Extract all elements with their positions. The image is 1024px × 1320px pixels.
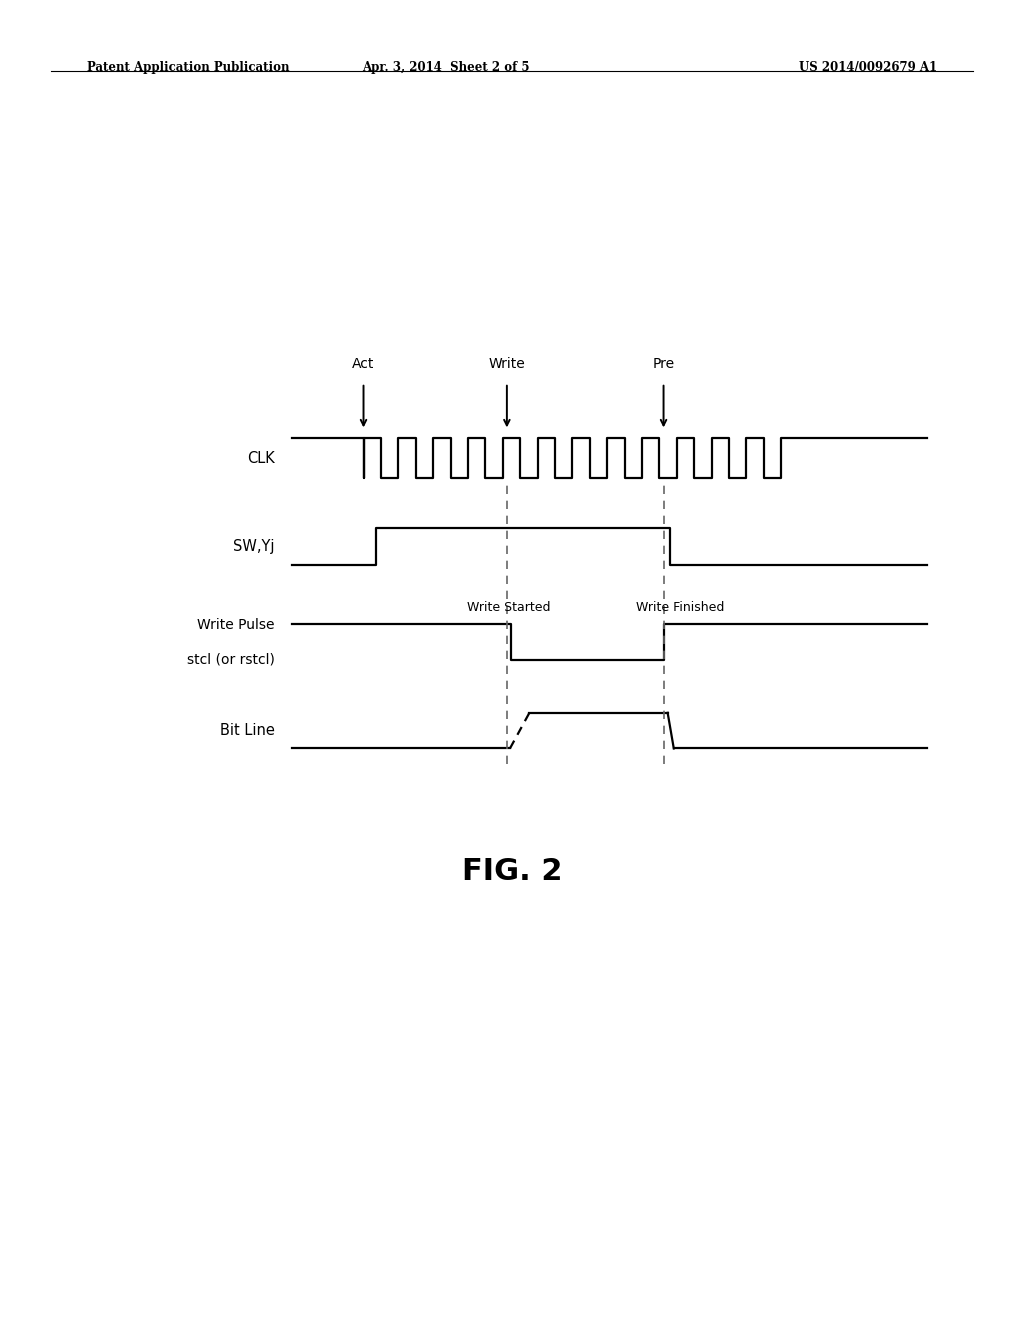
Text: Apr. 3, 2014  Sheet 2 of 5: Apr. 3, 2014 Sheet 2 of 5 [361,61,529,74]
Text: Write Pulse: Write Pulse [197,618,274,632]
Text: FIG. 2: FIG. 2 [462,857,562,886]
Text: stcl (or rstcl): stcl (or rstcl) [186,652,274,667]
Text: Write Finished: Write Finished [636,601,724,614]
Text: Write: Write [488,356,525,371]
Text: CLK: CLK [247,450,274,466]
Text: Write Started: Write Started [467,601,551,614]
Text: Pre: Pre [652,356,675,371]
Text: Bit Line: Bit Line [219,723,274,738]
Text: US 2014/0092679 A1: US 2014/0092679 A1 [799,61,937,74]
Text: SW,Yj: SW,Yj [232,539,274,554]
Text: Patent Application Publication: Patent Application Publication [87,61,290,74]
Text: Act: Act [352,356,375,371]
